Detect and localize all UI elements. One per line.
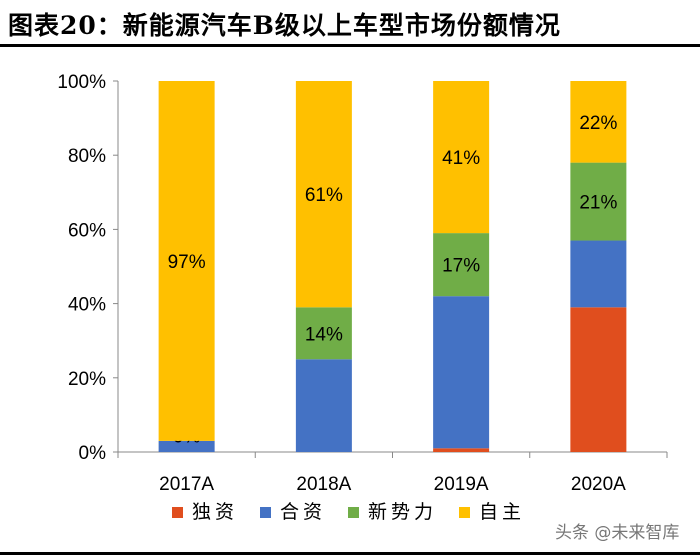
x-tick-label: 2018A	[296, 474, 351, 495]
bar-segment	[295, 359, 352, 452]
bar-segment	[570, 162, 627, 241]
bar-segment	[158, 440, 215, 452]
y-tick-label: 100%	[57, 72, 106, 93]
x-tick-label: 2019A	[434, 474, 489, 495]
bar-segment	[433, 233, 490, 297]
legend-label: 自主	[479, 501, 525, 523]
data-label: 97%	[168, 252, 206, 273]
bar-segment	[158, 81, 215, 441]
data-label: 41%	[442, 148, 480, 169]
data-label: 61%	[305, 185, 343, 206]
data-label: 14%	[305, 324, 343, 345]
y-tick-label: 40%	[68, 295, 106, 316]
bar-segment	[295, 307, 352, 360]
bar-segment	[433, 296, 490, 449]
bar-segment	[570, 307, 627, 452]
legend-swatch	[172, 507, 183, 518]
legend-swatch	[459, 507, 470, 518]
bar-segment	[570, 81, 627, 163]
watermark: 头条 @未来智库	[555, 523, 680, 543]
y-tick-label: 60%	[68, 220, 106, 241]
bar-segment	[295, 81, 352, 308]
y-tick-label: 20%	[68, 369, 106, 390]
y-tick-label: 0%	[79, 443, 107, 464]
y-tick-label: 80%	[68, 146, 106, 167]
legend-label: 新势力	[368, 501, 437, 523]
data-label: 17%	[442, 256, 480, 277]
title-divider	[0, 44, 700, 47]
x-tick-label: 2020A	[571, 474, 626, 495]
bar-segment	[433, 81, 490, 234]
legend-label: 合资	[280, 501, 326, 523]
bar-segment	[433, 448, 490, 452]
data-label: 21%	[579, 193, 617, 214]
bottom-divider	[0, 552, 700, 555]
legend-swatch	[260, 507, 271, 518]
chart-title: 图表20：新能源汽车B级以上车型市场份额情况	[8, 11, 561, 40]
x-tick-label: 2017A	[159, 474, 214, 495]
data-label: 22%	[579, 113, 617, 134]
legend-swatch	[348, 507, 359, 518]
legend-label: 独资	[192, 501, 238, 523]
bar-segment	[570, 240, 627, 308]
